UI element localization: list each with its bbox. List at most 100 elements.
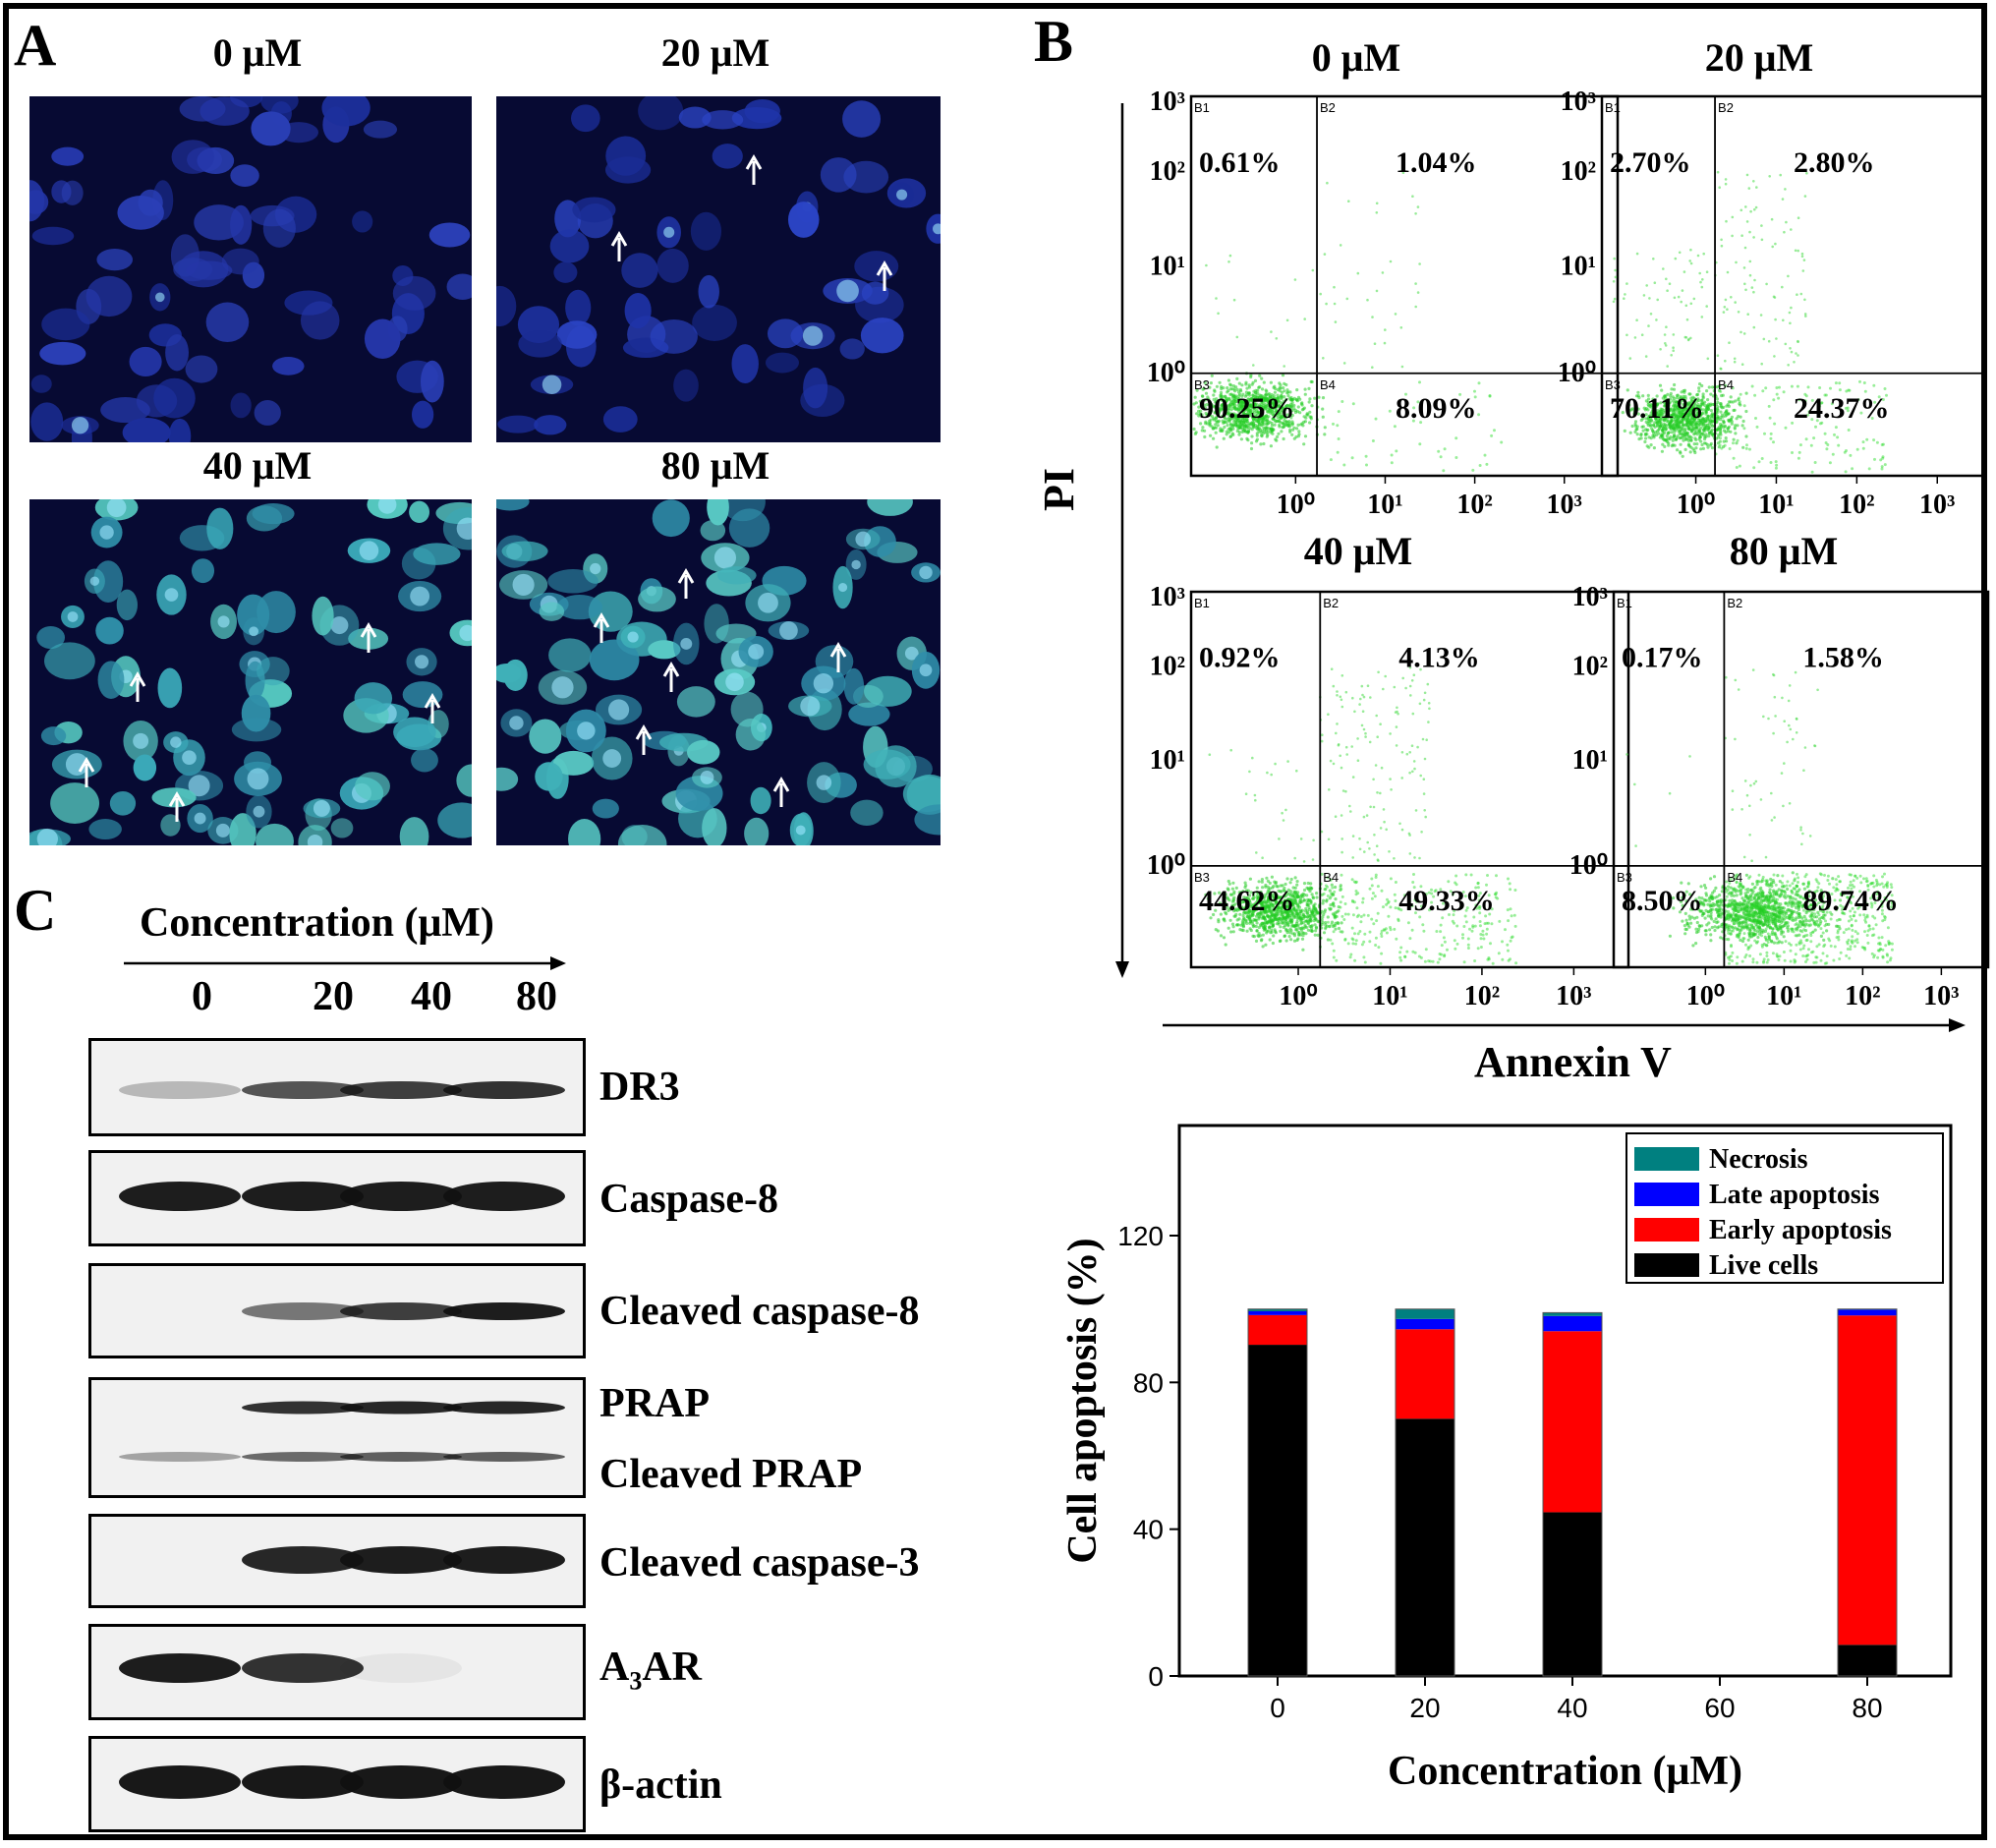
fc-event-dot bbox=[1707, 431, 1712, 434]
fc-event-dot bbox=[1683, 335, 1687, 339]
fc-event-dot bbox=[1728, 447, 1732, 450]
fc-event-dot bbox=[1411, 712, 1415, 716]
fc-event-dot bbox=[1782, 318, 1785, 322]
fc-event-dot bbox=[1305, 894, 1309, 897]
fc-event-dot bbox=[1705, 898, 1709, 902]
fc-event-dot bbox=[1791, 871, 1795, 875]
fc-event-dot bbox=[1493, 429, 1496, 433]
fc-event-dot bbox=[1786, 880, 1790, 884]
fc-event-dot bbox=[1207, 397, 1211, 401]
fc-event-dot bbox=[1836, 435, 1840, 439]
fc-event-dot bbox=[1302, 888, 1307, 893]
cell-nucleus bbox=[719, 499, 766, 522]
fc-event-dot bbox=[1341, 789, 1345, 792]
fc-event-dot bbox=[1794, 897, 1797, 901]
fc-event-dot bbox=[1688, 260, 1691, 262]
bright-nucleus-spot bbox=[330, 616, 349, 635]
apoptosis-arrow-icon bbox=[129, 671, 146, 702]
fc-event-dot bbox=[1253, 793, 1257, 797]
fc-event-dot bbox=[1760, 238, 1764, 242]
fc-event-dot bbox=[1368, 930, 1372, 934]
cell-nucleus bbox=[420, 360, 444, 403]
cell-nucleus bbox=[702, 110, 744, 130]
fc-event-dot bbox=[1229, 383, 1233, 387]
fc-event-dot bbox=[1681, 919, 1684, 923]
fc-event-dot bbox=[1858, 379, 1861, 383]
fc-event-dot bbox=[1755, 425, 1759, 429]
fc-event-dot bbox=[1478, 924, 1482, 928]
fc-event-dot bbox=[1286, 424, 1290, 429]
fc-event-dot bbox=[1640, 425, 1644, 429]
fc-event-dot bbox=[1312, 919, 1316, 923]
fc-event-dot bbox=[1299, 918, 1303, 923]
bright-nucleus-spot bbox=[904, 646, 919, 661]
fc-event-dot bbox=[1462, 925, 1466, 928]
fc-event-dot bbox=[1420, 831, 1423, 834]
fc-quadrant-percent: 8.09% bbox=[1396, 392, 1477, 425]
fc-event-dot bbox=[1757, 460, 1761, 464]
fc-event-dot bbox=[1366, 298, 1369, 302]
fc-event-dot bbox=[1307, 897, 1312, 902]
fc-event-dot bbox=[1775, 386, 1779, 389]
fc-event-dot bbox=[1307, 386, 1311, 390]
fc-plot-title: 40 μM bbox=[1304, 529, 1412, 573]
fc-event-dot bbox=[1284, 382, 1288, 387]
fc-event-dot bbox=[1767, 404, 1771, 408]
fc-event-dot bbox=[1215, 384, 1219, 388]
fc-event-dot bbox=[1393, 425, 1397, 429]
fc-event-dot bbox=[1849, 453, 1853, 457]
fc-quadrant-percent: 1.04% bbox=[1396, 146, 1477, 179]
fc-event-dot bbox=[1332, 930, 1336, 934]
fc-event-dot bbox=[1767, 339, 1771, 343]
fc-event-dot bbox=[1485, 462, 1489, 466]
fc-event-dot bbox=[1265, 432, 1269, 435]
fc-event-dot bbox=[1813, 461, 1817, 464]
fc-event-dot bbox=[1226, 412, 1230, 416]
fc-event-dot bbox=[1781, 198, 1785, 201]
fc-event-dot bbox=[1261, 933, 1265, 937]
fc-event-dot bbox=[1339, 754, 1341, 758]
fc-event-dot bbox=[1390, 788, 1393, 791]
fc-event-dot bbox=[1300, 894, 1304, 897]
fc-event-dot bbox=[1303, 392, 1307, 396]
fc-event-dot bbox=[1293, 856, 1296, 860]
fc-event-dot bbox=[1295, 427, 1299, 431]
fc-event-dot bbox=[1262, 380, 1266, 384]
fc-event-dot bbox=[1740, 939, 1745, 944]
fc-event-dot bbox=[1350, 878, 1354, 882]
fc-event-dot bbox=[1426, 682, 1430, 686]
cell-nucleus bbox=[122, 417, 171, 442]
cell-nucleus bbox=[256, 823, 294, 845]
apoptosis-arrow-icon bbox=[424, 693, 441, 723]
fc-event-dot bbox=[1674, 257, 1678, 260]
fc-event-dot bbox=[1200, 429, 1204, 433]
fc-event-dot bbox=[1401, 676, 1404, 680]
fc-event-dot bbox=[1382, 687, 1385, 691]
fc-event-dot bbox=[1773, 917, 1777, 921]
fc-event-dot bbox=[1385, 931, 1389, 935]
fc-event-dot bbox=[1289, 921, 1293, 925]
fc-event-dot bbox=[1329, 938, 1333, 942]
cell-nucleus bbox=[707, 499, 729, 526]
fc-event-dot bbox=[1260, 938, 1264, 942]
fc-event-dot bbox=[1419, 774, 1422, 778]
cell-nucleus bbox=[88, 819, 122, 840]
fc-event-dot bbox=[1296, 434, 1300, 438]
fc-event-dot bbox=[1662, 267, 1665, 270]
bright-nucleus-spot bbox=[89, 576, 100, 586]
fc-event-dot bbox=[1257, 385, 1261, 389]
fc-event-dot bbox=[1736, 928, 1739, 932]
fc-event-dot bbox=[1334, 320, 1338, 323]
cell-nucleus bbox=[750, 786, 771, 815]
fc-event-dot bbox=[1210, 409, 1214, 413]
fc-y-tick-label: 10² bbox=[1561, 156, 1596, 187]
fc-event-dot bbox=[1635, 427, 1639, 432]
fc-event-dot bbox=[1368, 940, 1372, 944]
cell-nucleus bbox=[29, 180, 45, 222]
fc-event-dot bbox=[1309, 379, 1313, 383]
fc-event-dot bbox=[1260, 387, 1265, 391]
cell-nucleus bbox=[744, 817, 770, 845]
fc-event-dot bbox=[1300, 931, 1305, 935]
fc-event-dot bbox=[1244, 792, 1248, 795]
fc-event-dot bbox=[1437, 449, 1441, 453]
